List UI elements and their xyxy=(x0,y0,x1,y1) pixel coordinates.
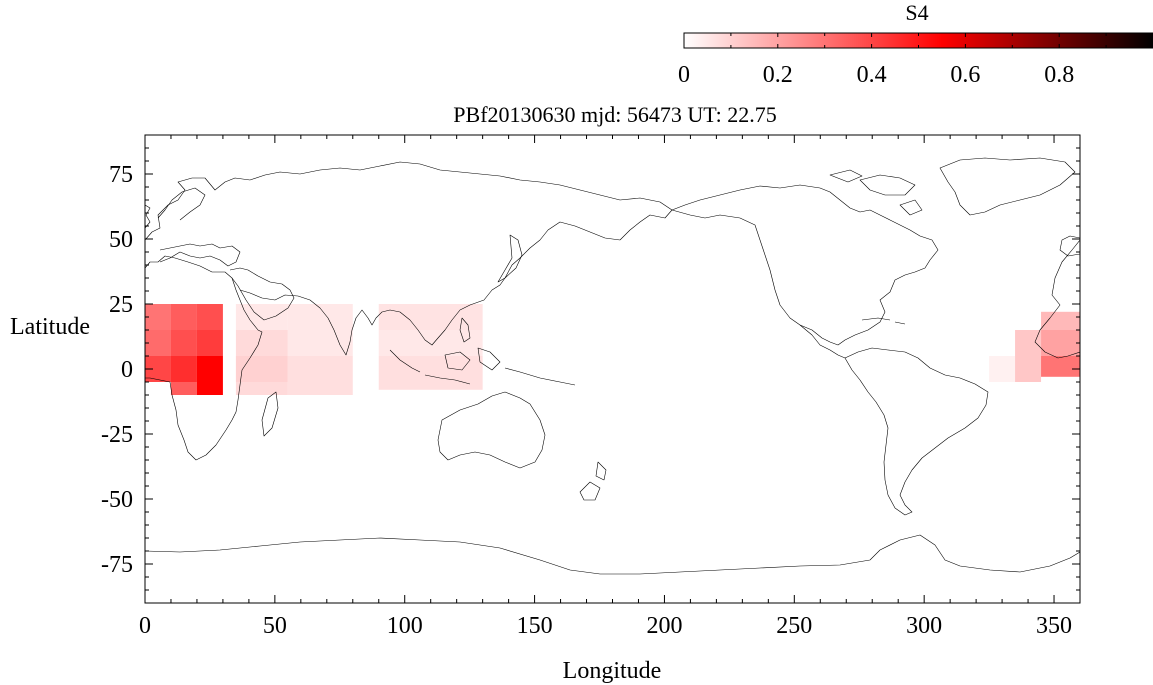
colorbar-ticks: 0 0.2 0.4 0.6 0.8 xyxy=(678,33,1107,88)
y-tick-label--50: -50 xyxy=(101,487,133,513)
heatmap-cell-12 xyxy=(235,330,288,356)
colorbar-tick-label-0.2: 0.2 xyxy=(763,62,793,88)
y-tick-label-50: 50 xyxy=(109,227,133,253)
x-tick-label-350: 350 xyxy=(1036,613,1072,639)
y-axis-label: Latitude xyxy=(10,314,90,340)
heatmap-cell-21 xyxy=(1015,330,1042,382)
coastline-madagascar xyxy=(261,391,279,437)
y-tick-label-0: 0 xyxy=(121,357,133,383)
y-axis: 75 50 25 0 -25 -50 -75 xyxy=(101,147,1080,591)
heatmap-cell-15 xyxy=(287,304,353,356)
coastline-britain xyxy=(145,204,151,229)
coastline-mediterranean xyxy=(159,243,241,267)
heatmap-cell-3 xyxy=(145,330,171,356)
heatmap-cell-20 xyxy=(989,356,1016,382)
coastline-australia xyxy=(437,391,546,469)
heatmap-cell-22 xyxy=(1041,311,1080,330)
heatmap-cell-1 xyxy=(170,304,197,330)
heatmap-cell-11 xyxy=(235,304,288,330)
heatmap-cell-10 xyxy=(196,382,223,395)
coastline-japan xyxy=(497,234,523,283)
coastline-greenland xyxy=(939,157,1076,216)
heatmap-cell-18 xyxy=(378,330,483,356)
colorbar-tick-label-0.8: 0.8 xyxy=(1044,62,1074,88)
x-tick-label-200: 200 xyxy=(646,613,682,639)
x-tick-label-0: 0 xyxy=(139,613,151,639)
heatmap-cell-8 xyxy=(196,356,223,382)
heatmap-cell-16 xyxy=(287,356,353,395)
heatmap-cell-19 xyxy=(378,356,483,390)
coastline-eurasia xyxy=(145,161,673,241)
x-tick-label-300: 300 xyxy=(906,613,942,639)
x-axis: 0 50 100 150 200 250 300 350 xyxy=(139,135,1072,639)
map-title: PBf20130630 mjd: 56473 UT: 22.75 xyxy=(453,102,776,127)
coastline-arctic-islands xyxy=(829,169,923,216)
colorbar-tick-label-0: 0 xyxy=(678,62,690,88)
coastlines xyxy=(145,157,1080,575)
heatmap-cell-13 xyxy=(235,356,288,382)
coastline-iberia xyxy=(1059,235,1080,257)
coastline-asia-east xyxy=(239,221,621,356)
coastline-new-zealand xyxy=(579,461,607,501)
coastline-antarctica xyxy=(145,534,1080,575)
y-tick-label-75: 75 xyxy=(109,162,133,188)
coastline-west-africa-wrap xyxy=(1034,239,1080,359)
heatmap-cell-2 xyxy=(196,304,223,330)
heatmap-cell-7 xyxy=(170,356,197,382)
colorbar-tick-label-0.6: 0.6 xyxy=(950,62,980,88)
coastline-central-america xyxy=(799,324,846,359)
y-tick-label-25: 25 xyxy=(109,292,133,318)
x-axis-label: Longitude xyxy=(563,658,662,684)
colorbar: S4 0 0.2 0.4 0.6 0.8 xyxy=(678,0,1153,88)
heatmap-cell-0 xyxy=(145,304,171,330)
coastline-caribbean xyxy=(861,317,906,325)
coastline-north-america xyxy=(671,184,939,346)
x-tick-label-250: 250 xyxy=(776,613,812,639)
heatmap-cell-9 xyxy=(170,382,197,395)
x-tick-label-150: 150 xyxy=(517,613,553,639)
heatmap-cell-24 xyxy=(1041,356,1080,377)
x-tick-label-50: 50 xyxy=(263,613,287,639)
colorbar-label: S4 xyxy=(905,0,928,25)
heatmap-cell-4 xyxy=(170,330,197,356)
heatmap-cell-14 xyxy=(235,382,288,395)
coastline-arabia xyxy=(229,267,295,321)
coastline-indonesia xyxy=(389,347,576,386)
y-tick-label--25: -25 xyxy=(101,422,133,448)
colorbar-tick-label-0.4: 0.4 xyxy=(857,62,887,88)
coastline-africa xyxy=(145,255,263,461)
heatmap-cell-5 xyxy=(196,330,223,356)
x-tick-label-100: 100 xyxy=(387,613,423,639)
heatmap-cell-17 xyxy=(378,304,483,330)
coastline-scandinavia xyxy=(157,187,206,221)
y-tick-label--75: -75 xyxy=(101,552,133,578)
coastline-south-america xyxy=(844,347,989,516)
heatmap-cell-23 xyxy=(1041,330,1080,356)
s4-heatmap-cells xyxy=(145,304,1080,395)
coastline-philippines xyxy=(459,317,471,343)
